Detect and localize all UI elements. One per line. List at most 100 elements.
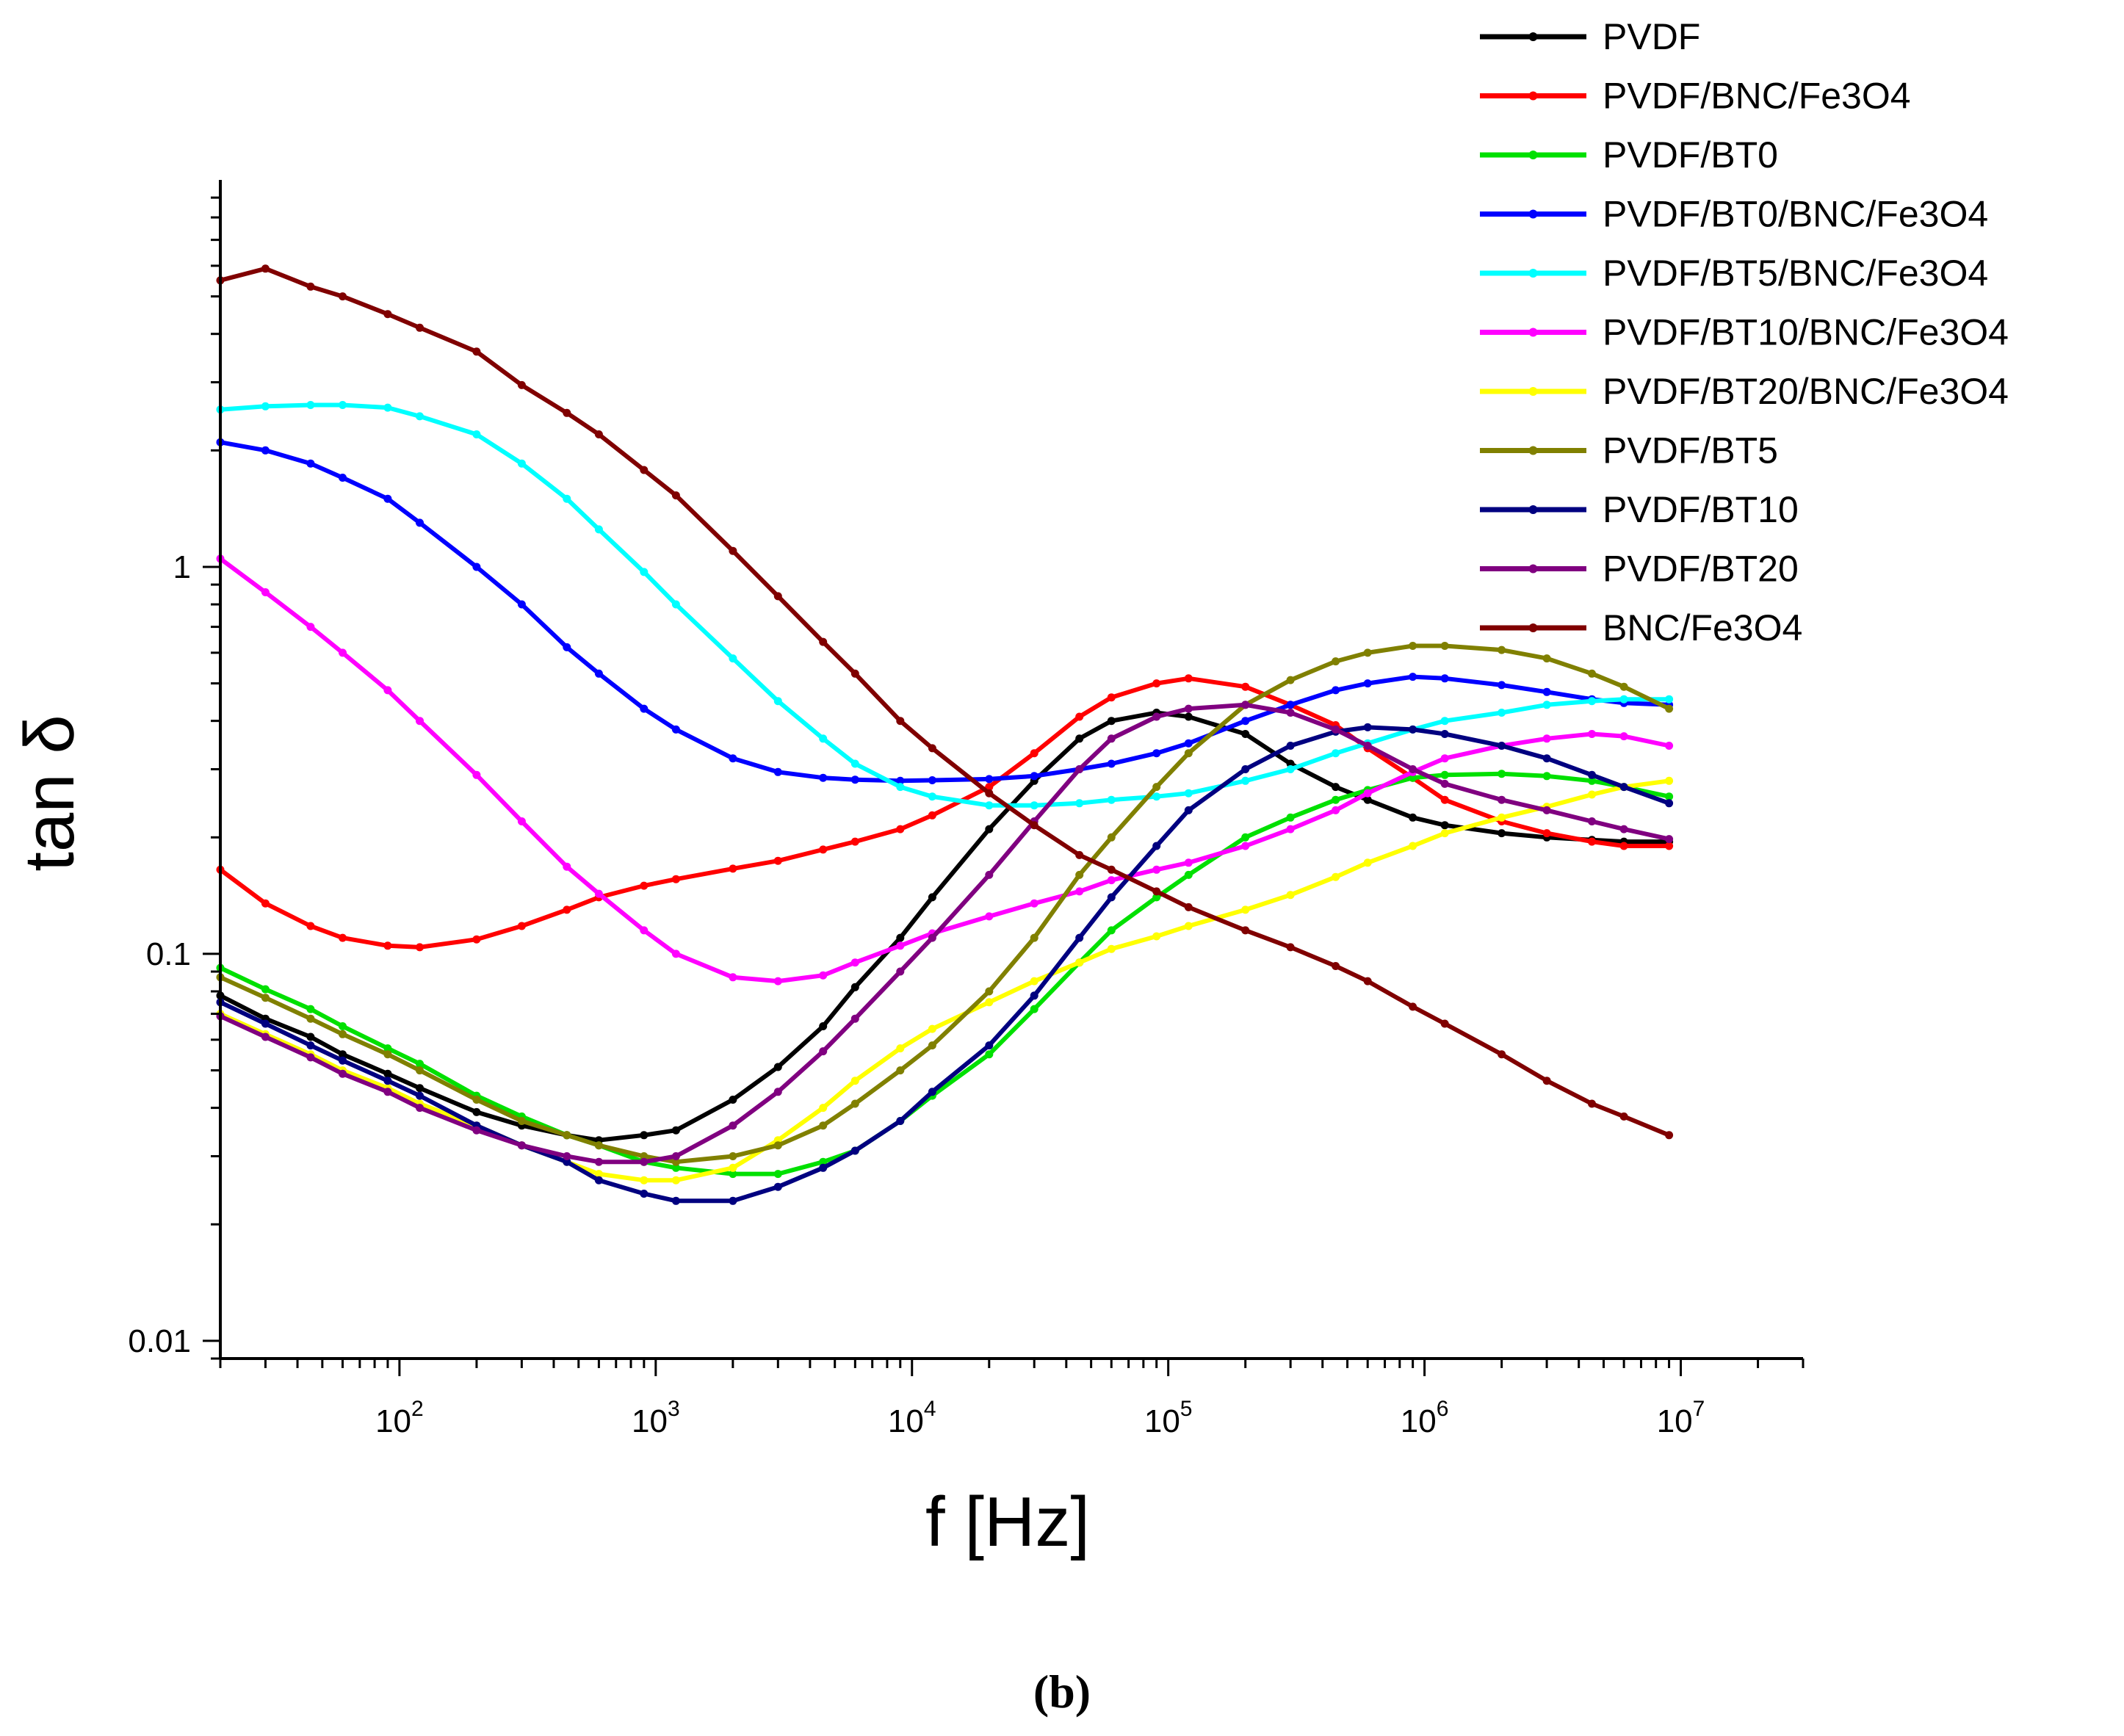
data-point xyxy=(1030,899,1038,908)
data-point xyxy=(339,1030,347,1038)
data-point xyxy=(1184,712,1193,721)
data-point xyxy=(1363,742,1372,750)
data-point xyxy=(1075,887,1084,896)
series-PVDF/BNC/Fe3O4 xyxy=(216,674,1674,952)
data-point xyxy=(1184,674,1193,683)
data-point xyxy=(1332,657,1340,666)
data-point xyxy=(896,717,905,726)
data-point xyxy=(640,1190,649,1198)
data-point xyxy=(1286,765,1295,773)
data-point xyxy=(416,323,424,332)
data-point xyxy=(339,1056,347,1065)
series-line xyxy=(218,266,1672,1138)
data-point xyxy=(563,643,571,651)
data-point xyxy=(819,1104,828,1113)
data-point xyxy=(1440,642,1449,650)
data-point xyxy=(850,1099,859,1108)
data-point xyxy=(640,1152,649,1160)
legend-label: BNC/Fe3O4 xyxy=(1603,607,1802,648)
data-point xyxy=(472,430,481,438)
data-point xyxy=(472,1096,481,1104)
data-point xyxy=(1440,1019,1449,1028)
data-point xyxy=(1152,842,1161,850)
data-point xyxy=(383,403,392,412)
data-point xyxy=(773,1182,782,1191)
data-point xyxy=(1588,776,1596,785)
x-tick-label: 107 xyxy=(1657,1397,1705,1439)
data-point xyxy=(1107,944,1116,953)
data-point xyxy=(1665,842,1674,850)
data-point xyxy=(1440,717,1449,726)
data-point xyxy=(773,1170,782,1179)
data-point xyxy=(1030,801,1038,810)
data-point xyxy=(985,1041,994,1050)
data-point xyxy=(339,1022,347,1030)
data-point xyxy=(773,1088,782,1096)
data-point xyxy=(1498,709,1506,717)
data-point xyxy=(1030,821,1038,830)
legend-item: PVDF/BT5/BNC/Fe3O4 xyxy=(1480,253,1988,294)
data-point xyxy=(1588,697,1596,706)
data-point xyxy=(1363,977,1372,985)
data-point xyxy=(1332,783,1340,792)
data-point xyxy=(985,870,994,879)
data-point xyxy=(1286,701,1295,709)
data-point xyxy=(1107,865,1116,874)
data-point xyxy=(1075,712,1084,721)
data-point xyxy=(985,825,994,833)
data-point xyxy=(928,744,936,753)
data-point xyxy=(896,776,905,785)
series-PVDF/BT5/BNC/Fe3O4 xyxy=(216,401,1674,810)
data-point xyxy=(416,1104,424,1113)
data-point xyxy=(1241,682,1250,691)
data-point xyxy=(1498,681,1506,690)
data-point xyxy=(729,654,737,663)
data-point xyxy=(1665,835,1674,844)
data-point xyxy=(1107,717,1116,726)
data-point xyxy=(1332,749,1340,758)
data-point xyxy=(1286,891,1295,900)
legend-item: PVDF xyxy=(1480,16,1700,57)
data-point xyxy=(985,801,994,810)
data-point xyxy=(472,1107,481,1116)
data-point xyxy=(1588,817,1596,825)
data-point xyxy=(819,734,828,743)
data-point xyxy=(640,926,649,935)
data-point xyxy=(1075,958,1084,967)
data-point xyxy=(1619,783,1628,792)
data-point xyxy=(1184,903,1193,911)
data-point xyxy=(1588,790,1596,799)
data-point xyxy=(773,1141,782,1150)
data-point xyxy=(1619,695,1628,704)
data-point xyxy=(1030,772,1038,781)
data-point xyxy=(850,1077,859,1085)
data-point xyxy=(1363,795,1372,804)
data-point xyxy=(1588,669,1596,678)
data-point xyxy=(819,1047,828,1056)
data-point xyxy=(383,941,392,950)
data-point xyxy=(1332,795,1340,804)
data-point xyxy=(1107,734,1116,743)
data-point xyxy=(416,518,424,527)
data-point xyxy=(729,973,737,982)
data-point xyxy=(594,430,603,438)
data-point xyxy=(1542,806,1551,814)
data-point xyxy=(1184,789,1193,798)
data-point xyxy=(339,292,347,301)
data-point xyxy=(1107,759,1116,768)
data-point xyxy=(1184,858,1193,867)
series-PVDF/BT20 xyxy=(216,701,1674,1166)
data-point xyxy=(1409,765,1417,773)
data-point xyxy=(261,899,270,908)
data-point xyxy=(928,933,936,942)
legend-item: PVDF/BT0 xyxy=(1480,134,1778,176)
data-point xyxy=(640,466,649,474)
data-point xyxy=(1184,704,1193,713)
data-point xyxy=(1286,825,1295,833)
legend-label: PVDF/BT5/BNC/Fe3O4 xyxy=(1603,253,1988,294)
data-point xyxy=(1107,893,1116,902)
data-point xyxy=(819,1022,828,1030)
data-point xyxy=(928,792,936,801)
data-point xyxy=(563,862,571,871)
data-point xyxy=(671,950,680,958)
